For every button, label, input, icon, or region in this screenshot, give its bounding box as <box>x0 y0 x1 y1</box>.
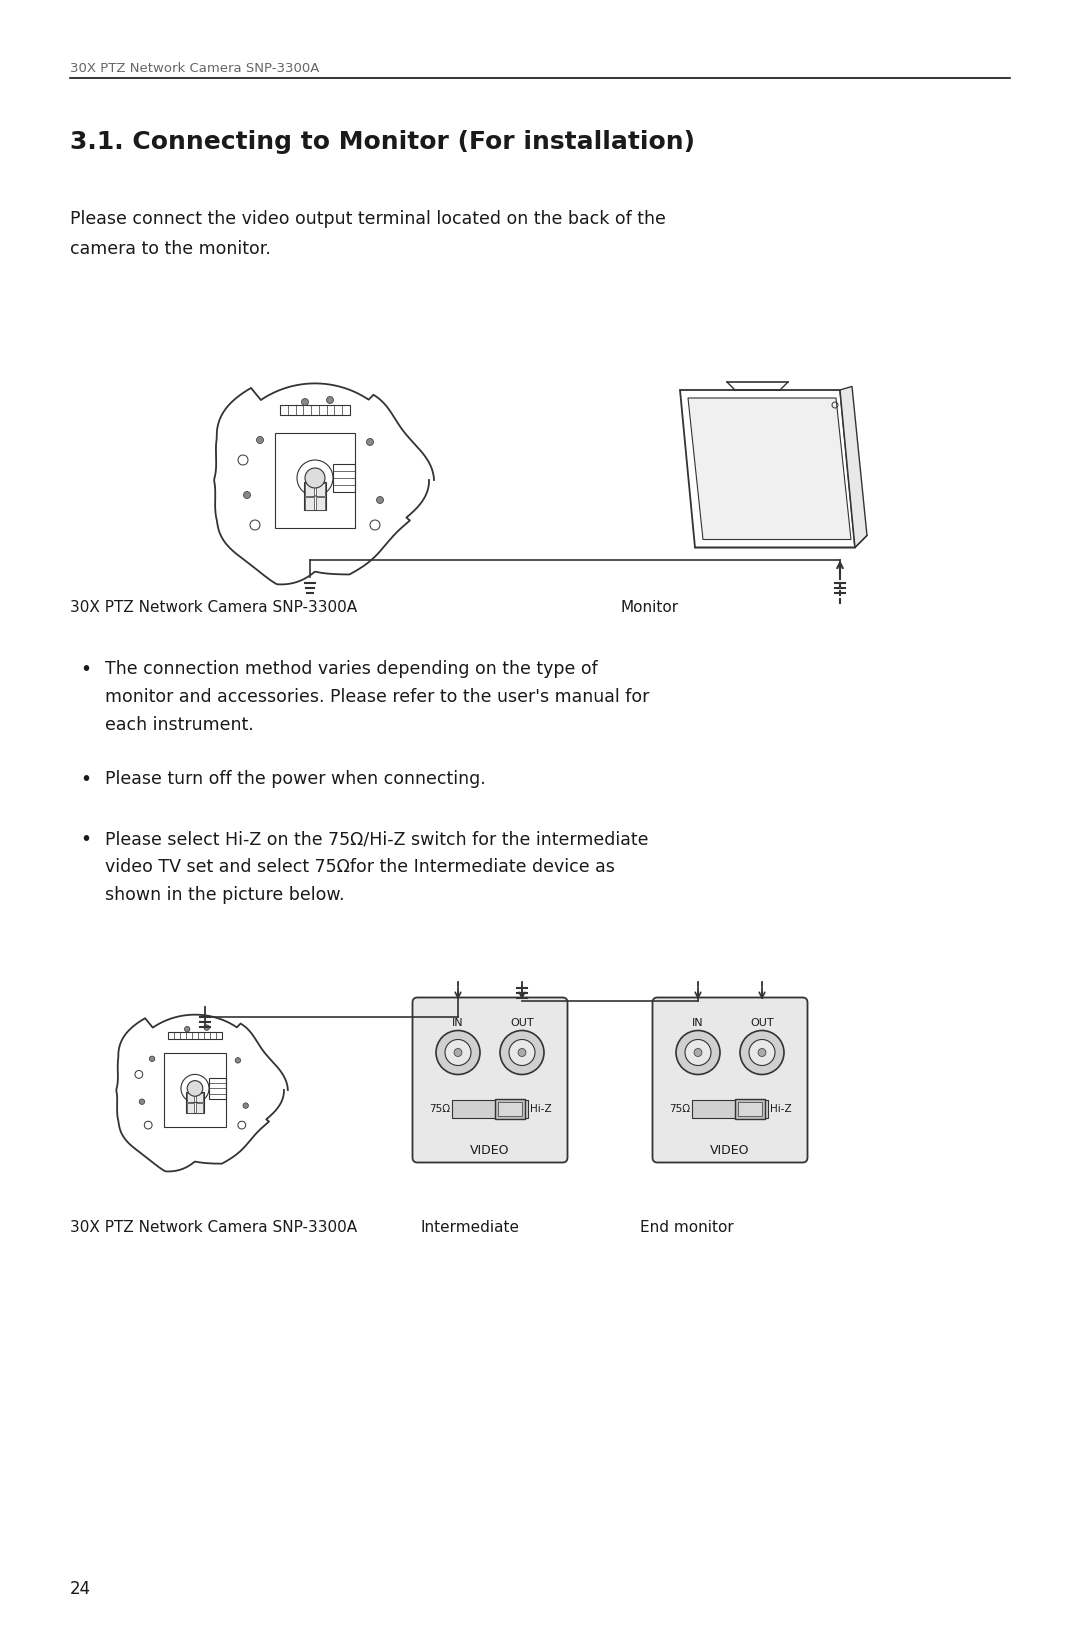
Bar <box>275 432 355 527</box>
Circle shape <box>509 1040 535 1066</box>
Circle shape <box>305 468 325 488</box>
Circle shape <box>243 491 251 498</box>
Bar <box>167 1032 222 1040</box>
Text: video TV set and select 75Ωfor the Intermediate device as: video TV set and select 75Ωfor the Inter… <box>105 858 615 876</box>
Text: shown in the picture below.: shown in the picture below. <box>105 886 345 904</box>
Circle shape <box>518 1048 526 1056</box>
Bar <box>187 1091 203 1114</box>
Text: Hi-Z: Hi-Z <box>770 1104 792 1114</box>
Polygon shape <box>688 398 851 539</box>
Text: each instrument.: each instrument. <box>105 716 254 734</box>
Bar <box>453 1099 528 1117</box>
Circle shape <box>377 496 383 503</box>
Circle shape <box>694 1048 702 1056</box>
Circle shape <box>235 1058 241 1063</box>
Circle shape <box>139 1099 145 1104</box>
Text: OUT: OUT <box>751 1017 773 1027</box>
Text: Please turn off the power when connecting.: Please turn off the power when connectin… <box>105 771 486 789</box>
Text: IN: IN <box>453 1017 463 1027</box>
Circle shape <box>149 1056 154 1061</box>
Circle shape <box>740 1030 784 1075</box>
Text: Intermediate: Intermediate <box>420 1221 519 1236</box>
Circle shape <box>326 396 334 404</box>
Text: 75Ω: 75Ω <box>669 1104 690 1114</box>
Circle shape <box>685 1040 711 1066</box>
Bar <box>305 496 314 509</box>
Bar <box>316 496 325 509</box>
FancyBboxPatch shape <box>652 997 808 1163</box>
Bar <box>305 483 314 496</box>
Text: OUT: OUT <box>510 1017 534 1027</box>
Text: •: • <box>80 830 91 849</box>
Text: VIDEO: VIDEO <box>711 1144 750 1157</box>
Bar <box>210 1078 226 1099</box>
Bar <box>692 1099 768 1117</box>
Text: 75Ω: 75Ω <box>429 1104 450 1114</box>
Circle shape <box>301 399 309 406</box>
Bar <box>738 1101 762 1116</box>
Circle shape <box>257 437 264 444</box>
Bar <box>195 1104 203 1114</box>
Circle shape <box>187 1081 203 1096</box>
Circle shape <box>366 439 374 445</box>
Bar <box>280 406 350 416</box>
Text: monitor and accessories. Please refer to the user's manual for: monitor and accessories. Please refer to… <box>105 688 649 706</box>
Bar <box>303 481 326 509</box>
Circle shape <box>436 1030 480 1075</box>
Text: •: • <box>80 771 91 789</box>
Bar <box>495 1099 525 1119</box>
Text: Monitor: Monitor <box>620 600 678 614</box>
Bar <box>316 483 325 496</box>
Bar <box>195 1093 203 1102</box>
Circle shape <box>676 1030 720 1075</box>
Text: Please connect the video output terminal located on the back of the: Please connect the video output terminal… <box>70 210 666 228</box>
Text: •: • <box>80 660 91 679</box>
Text: 3.1. Connecting to Monitor (For installation): 3.1. Connecting to Monitor (For installa… <box>70 130 696 154</box>
Bar <box>735 1099 765 1119</box>
Bar <box>164 1053 226 1127</box>
Text: 24: 24 <box>70 1581 91 1599</box>
Text: End monitor: End monitor <box>640 1221 733 1236</box>
Circle shape <box>445 1040 471 1066</box>
Circle shape <box>204 1025 210 1030</box>
Text: Hi-Z: Hi-Z <box>530 1104 552 1114</box>
Text: Please select Hi-Z on the 75Ω/Hi-Z switch for the intermediate: Please select Hi-Z on the 75Ω/Hi-Z switc… <box>105 830 648 848</box>
Text: 30X PTZ Network Camera SNP-3300A: 30X PTZ Network Camera SNP-3300A <box>70 600 357 614</box>
Text: camera to the monitor.: camera to the monitor. <box>70 240 271 258</box>
Bar <box>498 1101 522 1116</box>
Text: 30X PTZ Network Camera SNP-3300A: 30X PTZ Network Camera SNP-3300A <box>70 1221 357 1236</box>
Text: The connection method varies depending on the type of: The connection method varies depending o… <box>105 660 597 679</box>
FancyBboxPatch shape <box>413 997 567 1163</box>
Text: IN: IN <box>692 1017 704 1027</box>
Bar <box>188 1093 194 1102</box>
Circle shape <box>758 1048 766 1056</box>
Text: 30X PTZ Network Camera SNP-3300A: 30X PTZ Network Camera SNP-3300A <box>70 62 320 76</box>
Bar <box>333 463 355 491</box>
Polygon shape <box>840 386 867 547</box>
Bar <box>188 1104 194 1114</box>
Circle shape <box>243 1102 248 1109</box>
Circle shape <box>500 1030 544 1075</box>
Circle shape <box>185 1027 190 1032</box>
Text: VIDEO: VIDEO <box>470 1144 510 1157</box>
Circle shape <box>750 1040 775 1066</box>
Circle shape <box>454 1048 462 1056</box>
